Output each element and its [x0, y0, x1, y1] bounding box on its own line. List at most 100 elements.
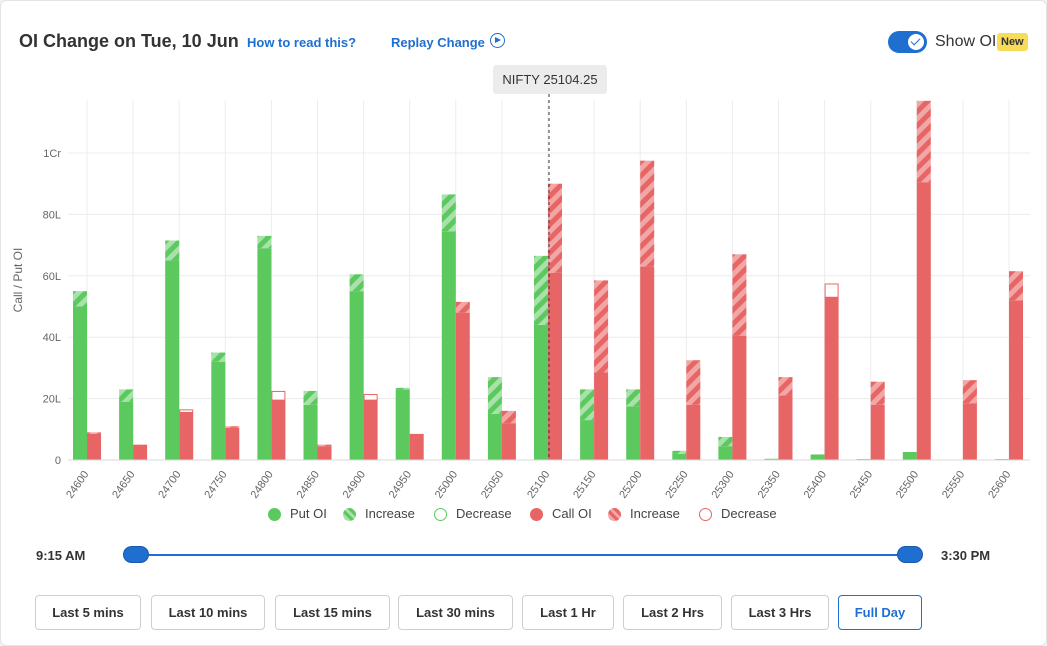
call-oi-bar[interactable]	[870, 404, 885, 460]
put-oi-increase-bar[interactable]	[303, 390, 318, 405]
call-oi-increase-bar[interactable]	[455, 301, 470, 313]
put-oi-bar[interactable]	[165, 260, 180, 460]
put-oi-increase-bar[interactable]	[580, 389, 595, 421]
call-oi-increase-bar[interactable]	[916, 100, 931, 183]
call-oi-bar[interactable]	[640, 266, 655, 460]
put-oi-bar[interactable]	[211, 361, 226, 460]
legend-label[interactable]: Put OI	[290, 506, 327, 521]
time-slider-track[interactable]	[136, 554, 910, 556]
time-slider-end-handle[interactable]	[897, 546, 923, 563]
put-oi-increase-bar[interactable]	[257, 235, 272, 249]
put-oi-increase-bar[interactable]	[672, 450, 687, 454]
call-oi-increase-bar[interactable]	[778, 377, 793, 396]
show-oi-toggle[interactable]	[888, 31, 927, 53]
call-oi-bar[interactable]	[225, 427, 240, 460]
legend-label[interactable]: Increase	[365, 506, 415, 521]
time-range-button[interactable]: Last 1 Hr	[522, 595, 614, 630]
put-oi-increase-bar[interactable]	[487, 377, 502, 414]
put-oi-bar[interactable]	[534, 324, 548, 460]
put-oi-increase-bar[interactable]	[165, 240, 180, 261]
call-oi-bar[interactable]	[455, 312, 470, 460]
put-oi-bar[interactable]	[626, 406, 641, 460]
put-oi-increase-bar[interactable]	[534, 255, 548, 325]
call-oi-increase-bar[interactable]	[870, 381, 885, 405]
call-oi-bar[interactable]	[548, 272, 562, 460]
put-oi-increase-bar[interactable]	[119, 389, 134, 402]
put-oi-bar[interactable]	[902, 452, 917, 460]
call-oi-bar[interactable]	[594, 372, 609, 460]
call-oi-bar[interactable]	[686, 404, 701, 460]
call-oi-bar[interactable]	[271, 400, 286, 460]
call-oi-bar[interactable]	[778, 395, 793, 460]
legend-label[interactable]: Increase	[630, 506, 680, 521]
call-oi-decrease-bar[interactable]	[179, 409, 194, 413]
call-oi-bar[interactable]	[916, 182, 931, 461]
put-oi-bar[interactable]	[718, 446, 733, 460]
call-oi-bar[interactable]	[409, 433, 424, 460]
put-oi-increase-bar[interactable]	[349, 274, 364, 292]
call-oi-increase-bar[interactable]	[732, 254, 747, 336]
x-tick-label: 24600	[64, 469, 91, 501]
put-oi-increase-bar[interactable]	[441, 194, 456, 232]
call-oi-bar[interactable]	[317, 446, 332, 460]
call-oi-increase-bar[interactable]	[87, 432, 101, 434]
call-oi-bar[interactable]	[133, 444, 148, 460]
call-oi-decrease-bar[interactable]	[271, 390, 286, 401]
y-tick-label: 60L	[43, 271, 61, 283]
y-tick-label: 20L	[43, 394, 61, 406]
time-range-button[interactable]: Last 15 mins	[275, 595, 390, 630]
put-oi-bar[interactable]	[119, 401, 134, 460]
call-oi-increase-bar[interactable]	[594, 280, 609, 373]
put-oi-bar[interactable]	[441, 231, 456, 460]
call-oi-increase-bar[interactable]	[501, 410, 516, 424]
time-range-button[interactable]: Last 5 mins	[35, 595, 141, 630]
put-oi-bar[interactable]	[672, 453, 687, 460]
time-range-button[interactable]: Last 30 mins	[398, 595, 513, 630]
call-oi-bar[interactable]	[824, 297, 839, 460]
time-range-button[interactable]: Last 3 Hrs	[731, 595, 829, 630]
call-oi-increase-bar[interactable]	[686, 360, 701, 405]
call-oi-increase-bar[interactable]	[225, 426, 240, 428]
put-oi-bar[interactable]	[810, 454, 825, 460]
time-slider-start-handle[interactable]	[123, 546, 149, 563]
call-oi-bar[interactable]	[179, 412, 194, 460]
call-oi-bar[interactable]	[732, 335, 747, 460]
call-oi-increase-bar[interactable]	[640, 160, 655, 267]
put-oi-bar[interactable]	[257, 248, 272, 460]
legend-label[interactable]: Call OI	[552, 506, 592, 521]
legend-label[interactable]: Decrease	[456, 506, 512, 521]
put-oi-increase-bar[interactable]	[211, 352, 226, 362]
put-oi-bar[interactable]	[395, 389, 410, 460]
call-oi-bar[interactable]	[87, 433, 101, 460]
call-oi-decrease-bar[interactable]	[824, 283, 839, 298]
call-oi-bar[interactable]	[501, 423, 516, 460]
put-oi-increase-bar[interactable]	[395, 387, 410, 390]
time-range-button[interactable]: Last 10 mins	[151, 595, 265, 630]
call-oi-bar[interactable]	[962, 403, 977, 460]
put-oi-increase-bar[interactable]	[718, 436, 733, 447]
put-oi-bar[interactable]	[349, 291, 364, 460]
put-oi-bar[interactable]	[580, 420, 595, 460]
call-oi-increase-bar[interactable]	[1009, 271, 1023, 301]
put-oi-increase-bar[interactable]	[626, 389, 641, 407]
bars	[73, 100, 1023, 461]
put-oi-bar[interactable]	[73, 306, 87, 461]
call-oi-bar[interactable]	[363, 400, 378, 460]
put-oi-increase-bar[interactable]	[73, 291, 87, 307]
call-oi-increase-bar[interactable]	[962, 380, 977, 404]
put-oi-bar[interactable]	[487, 413, 502, 460]
x-tick-label: 25300	[709, 469, 736, 501]
call-oi-increase-bar[interactable]	[317, 444, 332, 447]
legend-swatch-call-decrease	[699, 508, 712, 521]
play-circle-icon[interactable]	[490, 33, 505, 48]
call-oi-decrease-bar[interactable]	[363, 393, 378, 401]
time-range-button[interactable]: Full Day	[838, 595, 922, 630]
legend-label[interactable]: Decrease	[721, 506, 777, 521]
replay-change-link[interactable]: Replay Change	[391, 35, 485, 50]
how-to-read-link[interactable]: How to read this?	[247, 35, 357, 50]
put-oi-bar[interactable]	[303, 404, 318, 460]
time-range-button[interactable]: Last 2 Hrs	[623, 595, 722, 630]
call-oi-bar[interactable]	[1009, 300, 1023, 460]
put-oi-bar[interactable]	[764, 458, 779, 460]
call-oi-increase-bar[interactable]	[548, 183, 562, 273]
